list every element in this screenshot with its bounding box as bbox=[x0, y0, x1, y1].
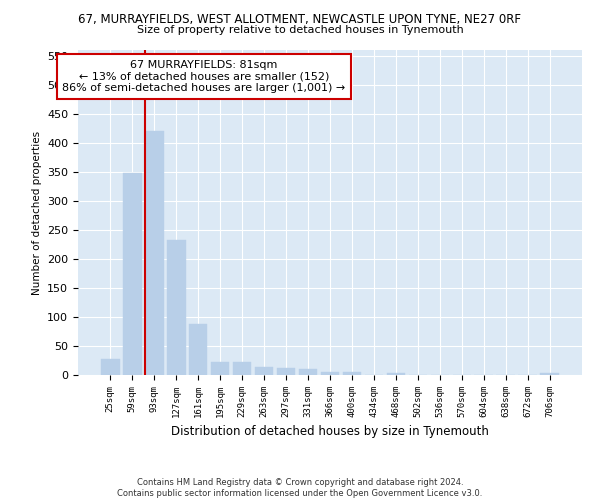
Text: 67 MURRAYFIELDS: 81sqm
← 13% of detached houses are smaller (152)
86% of semi-de: 67 MURRAYFIELDS: 81sqm ← 13% of detached… bbox=[62, 60, 346, 93]
Bar bbox=[189, 324, 208, 375]
Bar bbox=[255, 367, 274, 375]
Text: Size of property relative to detached houses in Tynemouth: Size of property relative to detached ho… bbox=[137, 25, 463, 35]
X-axis label: Distribution of detached houses by size in Tynemouth: Distribution of detached houses by size … bbox=[171, 426, 489, 438]
Bar bbox=[233, 362, 251, 375]
Text: Contains HM Land Registry data © Crown copyright and database right 2024.
Contai: Contains HM Land Registry data © Crown c… bbox=[118, 478, 482, 498]
Bar bbox=[343, 372, 361, 375]
Text: 67, MURRAYFIELDS, WEST ALLOTMENT, NEWCASTLE UPON TYNE, NE27 0RF: 67, MURRAYFIELDS, WEST ALLOTMENT, NEWCAS… bbox=[79, 12, 521, 26]
Bar bbox=[123, 173, 142, 375]
Bar bbox=[320, 372, 340, 375]
Bar bbox=[299, 369, 317, 375]
Bar bbox=[386, 372, 405, 375]
Bar bbox=[277, 368, 295, 375]
Bar bbox=[101, 360, 119, 375]
Bar bbox=[211, 362, 229, 375]
Y-axis label: Number of detached properties: Number of detached properties bbox=[32, 130, 41, 294]
Bar bbox=[145, 131, 164, 375]
Bar bbox=[167, 240, 185, 375]
Bar bbox=[541, 372, 559, 375]
